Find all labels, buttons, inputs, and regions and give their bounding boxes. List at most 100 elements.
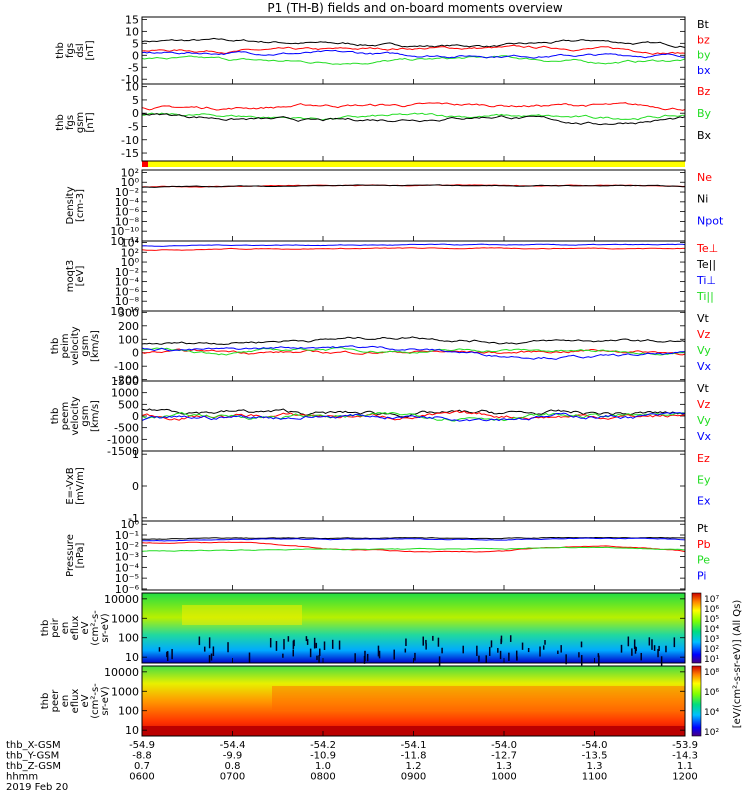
ytick-label-pressure: 10⁰ — [121, 518, 140, 531]
ylabel-peim-velocity: peim — [60, 333, 71, 358]
colorbar-electron — [691, 665, 702, 737]
ion-noise-speck — [166, 651, 169, 661]
ion-noise-speck — [631, 648, 633, 656]
series-fgs-gsm-By — [142, 112, 686, 121]
series-fgs-gsm-Bx — [141, 113, 686, 126]
electron-warm-band — [272, 686, 685, 710]
ion-noise-speck — [198, 636, 201, 646]
ion-noise-speck — [500, 635, 503, 643]
legend-fgs-gsm-By: By — [697, 107, 712, 120]
xaxis-value-t: 0600 — [129, 772, 154, 783]
colorbar-tick-cb-electron: 10⁴ — [704, 708, 719, 718]
colorbar-tick-cb-ion: 10² — [704, 645, 719, 655]
legend-fgs-dsl-by: by — [697, 49, 711, 62]
ylabel-density: Density — [65, 186, 76, 224]
xaxis-value-y: -12.7 — [491, 751, 517, 762]
frame-peim-velocity — [141, 310, 686, 382]
ion-noise-speck — [437, 637, 440, 647]
legend-fgs-dsl-bz: bz — [697, 33, 710, 46]
ylabel-fgs-gsm: fgs — [65, 115, 76, 130]
legend-fgs-dsl-bx: bx — [697, 64, 711, 77]
xaxis-value-y: -8.8 — [132, 751, 152, 762]
xaxis-row-label: hhmm — [6, 772, 38, 783]
legend-efield-Ez: Ez — [697, 452, 710, 465]
ylabel-peir-spec: thb — [40, 620, 51, 637]
ytick-label-fgs-gsm: -5 — [128, 120, 139, 133]
ytick-label-peem-velocity: 0 — [132, 410, 139, 423]
ytick-label-density: 10⁻⁴ — [115, 196, 140, 209]
xaxis-value-t: 1200 — [672, 772, 697, 783]
ytick-label-moqt3: 10⁴ — [121, 236, 140, 249]
ytick-label-moqt3: 10² — [121, 246, 139, 259]
ytick-label-peir-spec: 10000 — [104, 593, 139, 606]
ion-noise-speck — [651, 639, 653, 650]
ion-noise-speck — [648, 637, 651, 646]
colorbar-tick-cb-electron: 10⁶ — [704, 688, 719, 698]
ion-noise-speck — [657, 648, 659, 658]
ylabel-moqt3: [eV] — [75, 266, 86, 287]
mode-bar-red — [142, 161, 148, 167]
legend-peem-velocity-Vy: Vy — [697, 414, 711, 427]
ion-noise-speck — [212, 646, 215, 656]
ylabel-peem-velocity: velocity — [70, 396, 81, 435]
ion-noise-speck — [166, 651, 168, 658]
ylabel-density: [cm-3] — [75, 189, 86, 222]
ion-noise-speck — [292, 649, 295, 657]
ion-noise-speck — [422, 636, 424, 646]
ytick-label-peim-velocity: 300 — [118, 306, 139, 319]
ylabel-pressure: [nPa] — [75, 542, 86, 568]
series-pressure-Pe — [141, 546, 686, 552]
ion-noise-speck — [158, 647, 161, 652]
series-fgs-dsl-Bt — [141, 37, 686, 48]
ion-noise-speck — [248, 652, 251, 664]
ytick-label-peim-velocity: -200 — [114, 374, 139, 387]
legend-pressure-Pi: Pi — [697, 569, 706, 582]
ytick-label-fgs-dsl: -10 — [121, 73, 139, 86]
ytick-label-fgs-gsm: 5 — [132, 94, 139, 107]
series-fgs-dsl-by — [141, 55, 686, 65]
legend-density-Ni: Ni — [697, 193, 708, 206]
ion-noise-speck — [171, 648, 173, 660]
frame-fgs-gsm — [141, 83, 686, 162]
ytick-label-pressure: 10⁻⁶ — [115, 583, 140, 596]
ion-noise-speck — [578, 652, 580, 658]
ion-noise-speck — [309, 648, 312, 658]
ion-noise-speck — [318, 648, 321, 656]
series-density-Ni — [141, 184, 686, 188]
ylabel-pressure: Pressure — [65, 534, 76, 577]
xaxis-value-y: -10.9 — [310, 751, 336, 762]
colorbar-tick-cb-ion: 10⁴ — [704, 625, 719, 635]
ion-noise-speck — [509, 635, 512, 642]
ytick-label-peir-spec: 100 — [118, 632, 139, 645]
ylabel-peer-spec: sr-eV) — [100, 686, 111, 715]
peir-spec-heatmap — [142, 593, 685, 663]
frame-moqt3 — [141, 240, 686, 312]
ytick-label-peem-velocity: 500 — [118, 398, 139, 411]
ion-noise-speck — [476, 645, 478, 657]
series-pressure-Pt — [141, 536, 686, 540]
ion-noise-speck — [441, 647, 443, 654]
series-fgs-gsm-Bz — [141, 102, 686, 111]
ytick-label-pressure: 10⁻³ — [115, 551, 139, 564]
ion-noise-speck — [635, 647, 637, 652]
ylabel-efield: [mV/m] — [75, 467, 86, 505]
ion-noise-speck — [653, 645, 656, 651]
ion-noise-speck — [515, 650, 518, 661]
ion-noise-speck — [658, 645, 660, 652]
xaxis-value-x: -54.1 — [401, 740, 427, 751]
series-peem-velocity-Vx — [141, 412, 686, 422]
xaxis-value-z: 1.2 — [406, 761, 422, 772]
series-peim-velocity-Vz — [141, 348, 686, 356]
ion-noise-speck — [539, 646, 541, 657]
series-fgs-dsl-bz — [141, 44, 686, 55]
peer-spec-heatmap — [142, 666, 685, 736]
ion-noise-speck — [488, 646, 491, 656]
ion-noise-speck — [660, 656, 663, 667]
ylabel-fgs-gsm: thb — [55, 114, 66, 131]
ytick-label-peir-spec: 1000 — [111, 612, 139, 625]
xaxis-value-z: 0.7 — [134, 761, 150, 772]
colorbar-tick-cb-ion: 10⁶ — [704, 605, 719, 615]
